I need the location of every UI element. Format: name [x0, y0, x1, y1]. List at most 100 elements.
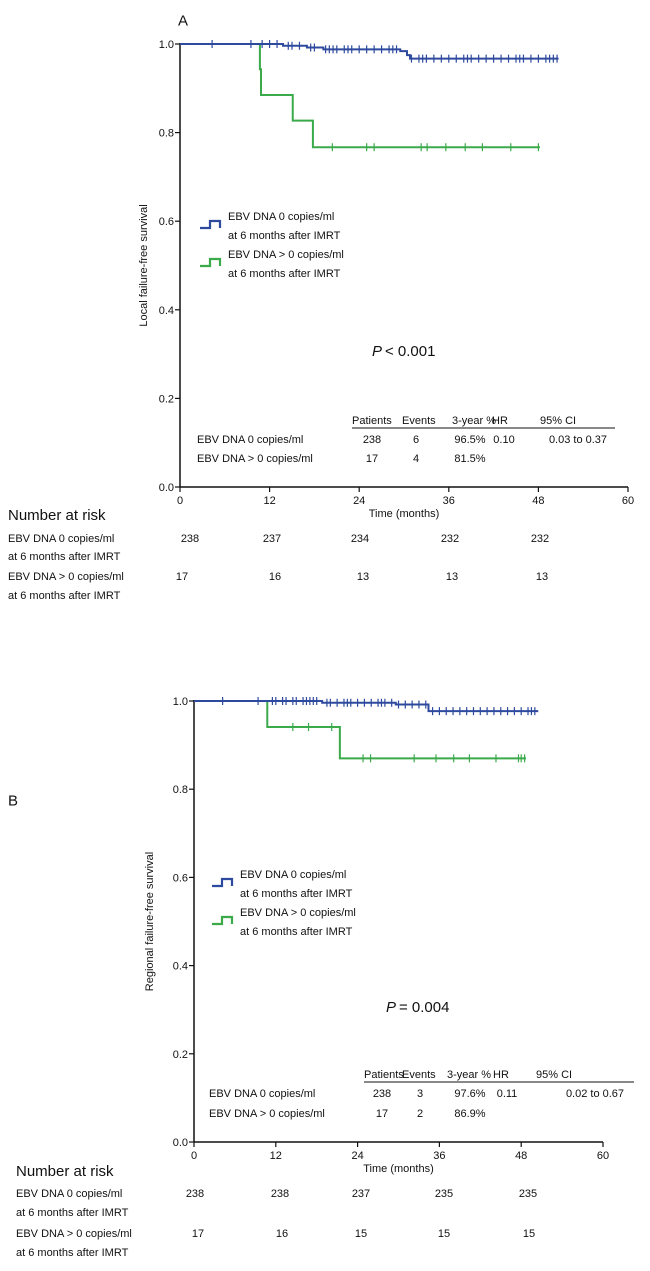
stats-cell-hr: 0.10: [493, 434, 514, 446]
stats-cell-three-year: 81.5%: [454, 453, 485, 465]
x-tick-label: 60: [622, 495, 634, 507]
risk-count: 235: [435, 1188, 453, 1200]
x-tick-label: 48: [515, 1150, 527, 1162]
p-value: < 0.001: [385, 343, 435, 360]
risk-count: 238: [181, 533, 199, 545]
stats-header: Events: [402, 1069, 436, 1081]
risk-row-label: at 6 months after IMRT: [8, 551, 121, 563]
risk-count: 16: [269, 571, 281, 583]
y-tick-label: 1.0: [173, 696, 188, 708]
x-tick-label: 0: [177, 495, 183, 507]
legend-label: at 6 months after IMRT: [228, 268, 341, 280]
number-at-risk-title: Number at risk: [8, 507, 106, 524]
risk-count: 234: [351, 533, 369, 545]
y-tick-label: 0.0: [173, 1137, 188, 1149]
stats-cell-three-year: 86.9%: [454, 1108, 485, 1120]
number-at-risk-title: Number at risk: [16, 1163, 114, 1180]
survival-curve-ebv-0: [180, 43, 559, 60]
legend-swatch: [200, 257, 222, 268]
stats-header: 3-year %: [452, 415, 496, 427]
risk-count: 16: [276, 1228, 288, 1240]
risk-count: 238: [271, 1188, 289, 1200]
p-value-label: P: [386, 999, 396, 1016]
y-tick-label: 0.8: [173, 784, 188, 796]
risk-row-label: at 6 months after IMRT: [8, 590, 121, 602]
y-tick-label: 0.8: [159, 128, 174, 140]
stats-cell-patients: 17: [376, 1108, 388, 1120]
stats-cell-ci: 0.03 to 0.37: [549, 434, 607, 446]
legend-swatch: [200, 219, 222, 230]
y-tick-label: 0.6: [159, 216, 174, 228]
legend-label: EBV DNA 0 copies/ml: [240, 869, 346, 881]
p-value: = 0.004: [399, 999, 449, 1016]
x-axis-label: Time (months): [363, 1163, 434, 1175]
stats-header: 95% CI: [540, 415, 576, 427]
legend-label: EBV DNA > 0 copies/ml: [228, 249, 344, 261]
risk-count: 15: [438, 1228, 450, 1240]
p-value-label: P: [372, 343, 382, 360]
stats-row-label: EBV DNA > 0 copies/ml: [197, 453, 313, 465]
stats-cell-three-year: 97.6%: [454, 1088, 485, 1100]
stats-row-label: EBV DNA 0 copies/ml: [197, 434, 303, 446]
y-axis-label: Local failure-free survival: [138, 204, 150, 326]
stats-cell-patients: 17: [366, 453, 378, 465]
x-tick-label: 24: [353, 495, 365, 507]
y-tick-label: 0.6: [173, 872, 188, 884]
stats-cell-hr: 0.11: [497, 1088, 518, 1100]
stats-cell-ci: 0.02 to 0.67: [566, 1088, 624, 1100]
risk-row-label: EBV DNA > 0 copies/ml: [8, 571, 124, 583]
y-tick-label: 0.4: [173, 961, 188, 973]
risk-count: 232: [531, 533, 549, 545]
risk-count: 237: [352, 1188, 370, 1200]
risk-count: 17: [192, 1228, 204, 1240]
legend-label: at 6 months after IMRT: [240, 888, 353, 900]
risk-row-label: at 6 months after IMRT: [16, 1247, 129, 1259]
x-tick-label: 12: [270, 1150, 282, 1162]
panel-label: A: [178, 12, 188, 29]
stats-cell-events: 2: [417, 1108, 423, 1120]
stats-cell-events: 6: [413, 434, 419, 446]
legend-swatch: [212, 915, 234, 926]
x-tick-label: 48: [532, 495, 544, 507]
risk-count: 232: [441, 533, 459, 545]
y-tick-label: 1.0: [159, 39, 174, 51]
risk-row-label: EBV DNA 0 copies/ml: [16, 1188, 122, 1200]
legend-swatch: [212, 877, 234, 888]
risk-count: 235: [519, 1188, 537, 1200]
risk-count: 15: [355, 1228, 367, 1240]
x-tick-label: 24: [351, 1150, 363, 1162]
y-tick-label: 0.2: [173, 1049, 188, 1061]
stats-header: HR: [493, 1069, 509, 1081]
x-tick-label: 36: [443, 495, 455, 507]
legend-label: EBV DNA > 0 copies/ml: [240, 907, 356, 919]
survival-curve-ebv-positive: [180, 43, 540, 149]
risk-count: 15: [523, 1228, 535, 1240]
stats-cell-patients: 238: [363, 434, 381, 446]
stats-row-label: EBV DNA > 0 copies/ml: [209, 1108, 325, 1120]
legend-label: EBV DNA 0 copies/ml: [228, 211, 334, 223]
stats-header: Patients: [364, 1069, 404, 1081]
y-tick-label: 0.2: [159, 393, 174, 405]
stats-cell-events: 3: [417, 1088, 423, 1100]
x-tick-label: 0: [191, 1150, 197, 1162]
stats-cell-patients: 238: [373, 1088, 391, 1100]
risk-count: 237: [263, 533, 281, 545]
x-axis-label: Time (months): [369, 508, 440, 520]
x-tick-label: 60: [597, 1150, 609, 1162]
panel-label: B: [8, 792, 18, 809]
legend-label: at 6 months after IMRT: [240, 926, 353, 938]
x-tick-label: 12: [263, 495, 275, 507]
legend-label: at 6 months after IMRT: [228, 230, 341, 242]
stats-cell-events: 4: [413, 453, 419, 465]
risk-count: 13: [357, 571, 369, 583]
stats-cell-three-year: 96.5%: [454, 434, 485, 446]
risk-count: 13: [446, 571, 458, 583]
stats-header: HR: [492, 415, 508, 427]
stats-header: 3-year %: [447, 1069, 491, 1081]
risk-count: 13: [536, 571, 548, 583]
risk-count: 238: [186, 1188, 204, 1200]
stats-header: Patients: [352, 415, 392, 427]
survival-curve-ebv-positive: [194, 700, 526, 760]
risk-row-label: at 6 months after IMRT: [16, 1207, 129, 1219]
x-tick-label: 36: [433, 1150, 445, 1162]
